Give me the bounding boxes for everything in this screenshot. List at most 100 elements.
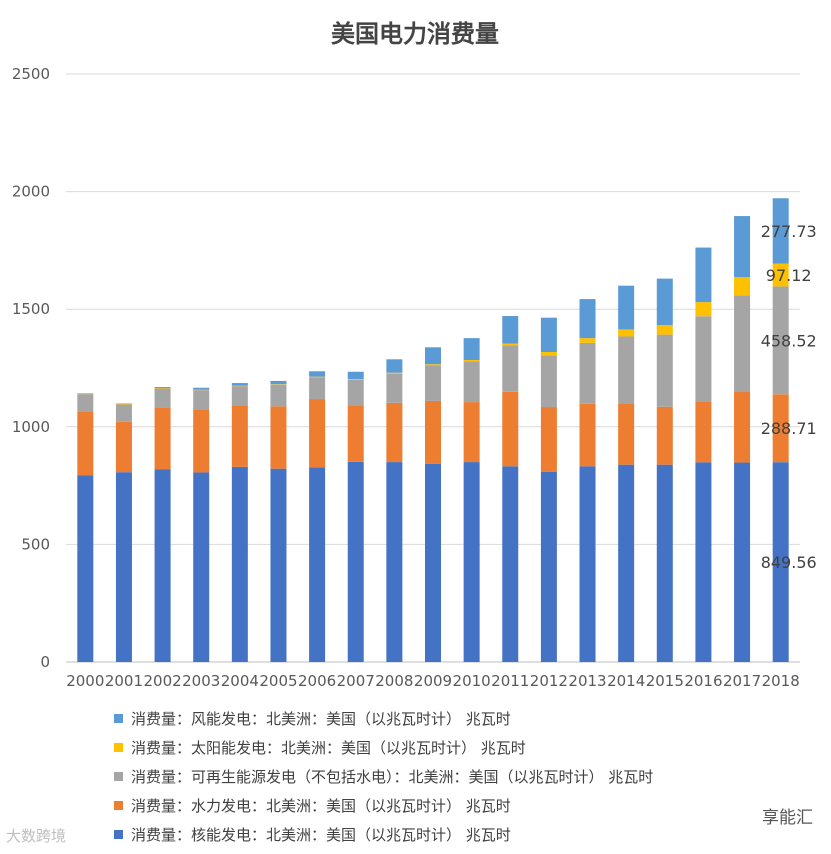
bar-segment [579, 466, 596, 662]
bar-segment [386, 359, 403, 373]
bar-segment [193, 472, 210, 662]
x-tick-label: 2013 [568, 672, 606, 690]
bar-segment [463, 338, 480, 361]
data-label: 97.12 [766, 266, 812, 285]
bar-segment [695, 316, 712, 402]
bar-segment [656, 278, 673, 326]
bar-segment [502, 391, 519, 467]
bar-segment [309, 467, 326, 662]
x-tick-label: 2000 [66, 672, 104, 690]
bar-segment [154, 469, 171, 662]
legend-swatch [114, 743, 123, 752]
x-tick-label: 2001 [105, 672, 143, 690]
bar-segment [618, 329, 635, 337]
y-tick-label: 0 [40, 653, 50, 671]
legend-label: 消费量：可再生能源发电（不包括水电）：北美洲：美国（以兆瓦时计） 兆瓦时 [131, 768, 654, 786]
bar-segment [695, 401, 712, 463]
legend-swatch [114, 714, 123, 723]
bar-segment [425, 400, 441, 464]
legend-item: 消费量：可再生能源发电（不包括水电）：北美洲：美国（以兆瓦时计） 兆瓦时 [114, 762, 653, 791]
x-tick-label: 2016 [684, 672, 722, 690]
bar-segment [734, 462, 751, 662]
y-tick-label: 1500 [12, 300, 50, 318]
bar-segment [154, 407, 171, 470]
bar-segment [193, 387, 210, 390]
bar-segment [309, 399, 326, 468]
bar-segment [772, 394, 789, 463]
bar-segment [386, 462, 403, 662]
bar-segment [772, 462, 789, 662]
bar-segment [618, 464, 635, 662]
bar-segment [656, 464, 673, 662]
bar-segment [425, 463, 441, 662]
bar-segment [154, 387, 171, 388]
bar-segment [386, 373, 403, 403]
bar-segment [231, 405, 248, 467]
bar-segment [425, 364, 441, 366]
data-label: 277.73 [761, 222, 817, 241]
x-tick-label: 2006 [298, 672, 336, 690]
bar-segment [656, 406, 673, 465]
bar-segment [115, 472, 132, 662]
bar-segment [347, 379, 364, 380]
bar-segment [270, 384, 287, 407]
bar-segment [77, 393, 94, 395]
x-tick-label: 2015 [646, 672, 684, 690]
bar-segment [347, 379, 364, 406]
bar-segment [579, 299, 596, 339]
bar-layer [77, 198, 789, 662]
bar-segment [540, 352, 557, 356]
bar-segment [77, 475, 94, 662]
bar-segment [579, 338, 596, 343]
bar-segment [502, 466, 519, 662]
bar-segment [77, 394, 94, 412]
bar-segment [502, 345, 519, 392]
data-label: 458.52 [761, 331, 817, 350]
bar-segment [695, 302, 712, 317]
x-tick-label: 2014 [607, 672, 645, 690]
bar-segment [734, 277, 751, 296]
y-tick-label: 2500 [12, 65, 50, 83]
bar-segment [772, 286, 789, 395]
x-tick-label: 2012 [530, 672, 568, 690]
bar-segment [386, 402, 403, 463]
legend-swatch [114, 830, 123, 839]
bar-segment [540, 317, 557, 353]
bar-segment [579, 342, 596, 404]
x-tick-label: 2004 [221, 672, 259, 690]
bar-segment [695, 462, 712, 662]
bar-segment [270, 468, 287, 662]
x-tick-label: 2009 [414, 672, 452, 690]
bar-segment [347, 461, 364, 662]
legend-item: 消费量：水力发电：北美洲：美国（以兆瓦时计） 兆瓦时 [114, 791, 653, 820]
x-tick-label: 2008 [375, 672, 413, 690]
grid-layer: 0 500 1000 1500 2000 2500 [12, 65, 800, 671]
bar-segment [502, 316, 519, 344]
bar-segment [193, 409, 210, 473]
watermark-right: 享能汇 [762, 808, 813, 828]
x-tick-label: 2010 [453, 672, 491, 690]
data-label: 288.71 [761, 419, 817, 438]
bar-segment [425, 347, 441, 365]
legend-swatch [114, 772, 123, 781]
bar-segment [618, 336, 635, 404]
y-tick-label: 500 [21, 535, 50, 553]
legend-item: 消费量：太阳能发电：北美洲：美国（以兆瓦时计） 兆瓦时 [114, 733, 653, 762]
bar-segment [734, 295, 751, 392]
bar-segment [656, 334, 673, 407]
x-tick-label: 2017 [723, 672, 761, 690]
bar-segment [231, 466, 248, 662]
bar-segment [734, 391, 751, 463]
bar-segment [540, 355, 557, 408]
legend-label: 消费量：水力发电：北美洲：美国（以兆瓦时计） 兆瓦时 [131, 797, 511, 815]
bar-segment [656, 325, 673, 335]
watermark-left: 大数跨境 [6, 827, 67, 845]
bar-segment [463, 361, 480, 403]
bar-segment [231, 386, 248, 406]
bar-segment [115, 421, 132, 473]
legend-item: 消费量：核能发电：北美洲：美国（以兆瓦时计） 兆瓦时 [114, 820, 653, 849]
bar-segment [618, 285, 635, 330]
bar-segment [502, 343, 519, 346]
